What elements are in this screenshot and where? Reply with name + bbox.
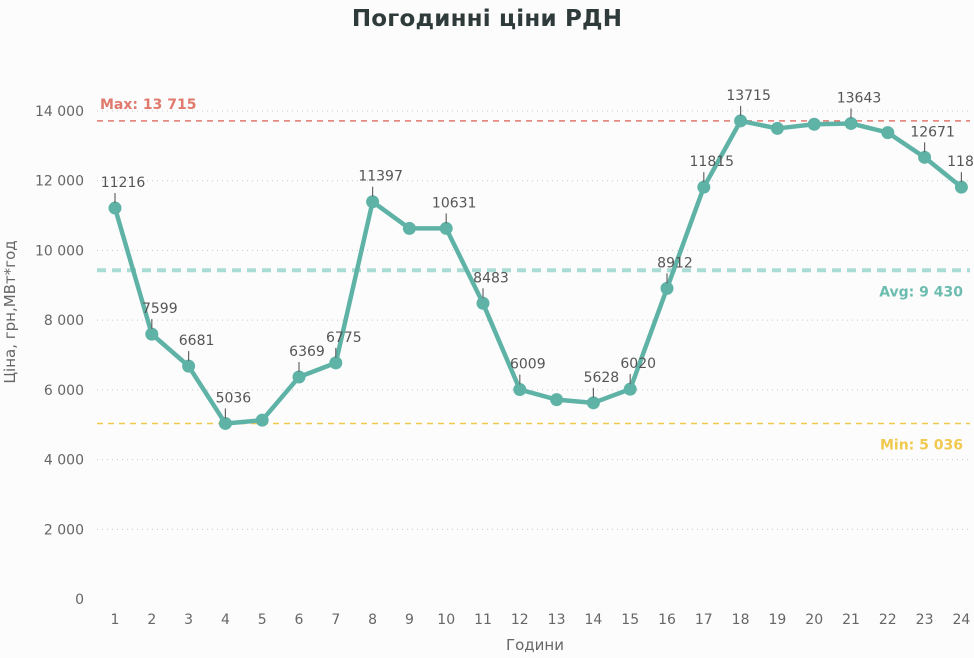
y-tick-label: 8 000 bbox=[44, 313, 84, 329]
data-label: 6369 bbox=[289, 344, 325, 360]
y-tick-label: 0 bbox=[75, 592, 84, 608]
y-tick-label: 4 000 bbox=[44, 453, 84, 469]
data-label: 5628 bbox=[584, 370, 620, 386]
reference-line-label: Min: 5 036 bbox=[880, 437, 963, 453]
data-point bbox=[770, 121, 784, 135]
y-axis-title: Ціна, грн,МВт*год bbox=[1, 240, 19, 383]
data-label: 6009 bbox=[510, 357, 546, 373]
data-point bbox=[366, 195, 380, 209]
x-tick-label: 5 bbox=[258, 612, 267, 628]
x-tick-label: 20 bbox=[805, 612, 823, 628]
y-tick-label: 2 000 bbox=[44, 522, 84, 538]
data-label: 11815 bbox=[690, 154, 735, 170]
data-label: 13715 bbox=[726, 88, 771, 104]
x-tick-label: 7 bbox=[331, 612, 340, 628]
data-label: 13643 bbox=[837, 90, 882, 106]
y-tick-label: 6 000 bbox=[44, 383, 84, 399]
x-tick-label: 23 bbox=[916, 612, 934, 628]
x-tick-label: 14 bbox=[584, 612, 602, 628]
x-tick-label: 4 bbox=[221, 612, 230, 628]
data-point bbox=[844, 116, 858, 130]
reference-line-label: Avg: 9 430 bbox=[879, 284, 963, 300]
data-label: 5036 bbox=[216, 390, 252, 406]
x-tick-label: 8 bbox=[368, 612, 377, 628]
chart-title: Погодинні ціни РДН bbox=[351, 6, 623, 32]
data-label: 10631 bbox=[432, 195, 477, 211]
data-point bbox=[513, 383, 527, 397]
data-label: 11815 bbox=[947, 154, 974, 170]
x-tick-label: 10 bbox=[437, 612, 455, 628]
reference-line-label: Max: 13 715 bbox=[100, 97, 196, 113]
y-tick-label: 10 000 bbox=[35, 243, 84, 259]
x-tick-label: 21 bbox=[842, 612, 860, 628]
data-point bbox=[623, 382, 637, 396]
y-tick-label: 14 000 bbox=[35, 104, 84, 120]
data-point bbox=[145, 327, 159, 341]
data-point bbox=[734, 114, 748, 128]
data-point bbox=[108, 201, 122, 215]
x-tick-label: 1 bbox=[111, 612, 120, 628]
x-tick-label: 15 bbox=[621, 612, 639, 628]
data-point bbox=[660, 281, 674, 295]
data-point bbox=[476, 296, 490, 310]
data-label: 8912 bbox=[657, 255, 693, 271]
data-label: 6681 bbox=[179, 333, 215, 349]
data-point bbox=[402, 221, 416, 235]
x-tick-label: 13 bbox=[548, 612, 566, 628]
data-point bbox=[329, 356, 343, 370]
x-tick-label: 2 bbox=[147, 612, 156, 628]
data-point bbox=[255, 413, 269, 427]
data-point bbox=[807, 117, 821, 131]
data-label: 12671 bbox=[910, 124, 955, 140]
x-tick-label: 16 bbox=[658, 612, 676, 628]
data-point bbox=[918, 150, 932, 164]
data-point bbox=[881, 126, 895, 140]
x-tick-label: 17 bbox=[695, 612, 713, 628]
y-tick-label: 12 000 bbox=[35, 174, 84, 190]
data-point bbox=[586, 396, 600, 410]
data-label: 6020 bbox=[620, 356, 656, 372]
x-tick-label: 6 bbox=[295, 612, 304, 628]
x-axis-title: Години bbox=[506, 636, 564, 654]
data-label: 7599 bbox=[142, 301, 178, 317]
data-point bbox=[954, 180, 968, 194]
x-tick-label: 22 bbox=[879, 612, 897, 628]
data-point bbox=[182, 359, 196, 373]
data-point bbox=[697, 180, 711, 194]
x-tick-label: 9 bbox=[405, 612, 414, 628]
data-label: 11397 bbox=[358, 169, 403, 185]
x-tick-label: 12 bbox=[511, 612, 529, 628]
x-tick-label: 19 bbox=[768, 612, 786, 628]
x-tick-label: 24 bbox=[952, 612, 970, 628]
x-tick-label: 18 bbox=[732, 612, 750, 628]
x-tick-label: 3 bbox=[184, 612, 193, 628]
x-tick-label: 11 bbox=[474, 612, 492, 628]
data-point bbox=[439, 221, 453, 235]
data-label: 6775 bbox=[326, 330, 362, 346]
data-label: 11216 bbox=[101, 175, 146, 191]
data-point bbox=[292, 370, 306, 384]
data-point bbox=[550, 393, 564, 407]
data-point bbox=[218, 416, 232, 430]
data-label: 8483 bbox=[473, 270, 509, 286]
